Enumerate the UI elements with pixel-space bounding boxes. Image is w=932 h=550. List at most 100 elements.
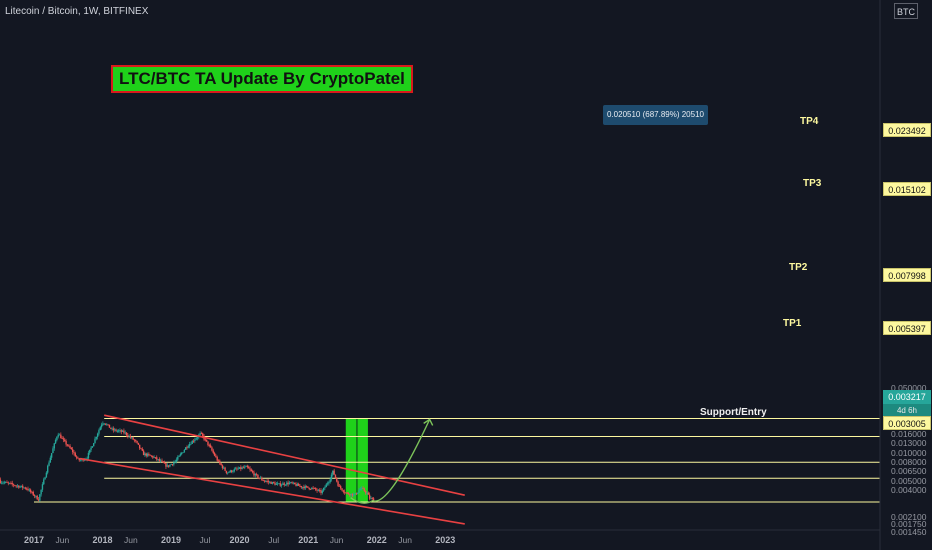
candle-body-28 [36, 496, 37, 500]
candle-body-13 [17, 486, 18, 487]
candle-body-45 [59, 435, 60, 436]
candle-body-85 [111, 428, 112, 429]
candle-body-255 [335, 475, 336, 478]
tp3-price-tag: 0.015102 [883, 182, 931, 196]
candle-body-242 [318, 490, 319, 491]
price-tick-label: 0.004000 [891, 485, 926, 495]
candle-body-181 [238, 469, 239, 470]
candle-body-35 [46, 473, 47, 478]
candle-body-43 [56, 437, 57, 440]
candle-body-247 [324, 487, 325, 488]
candle-body-122 [160, 461, 161, 462]
candle-body-245 [322, 491, 323, 493]
candle-body-174 [228, 472, 229, 473]
candle-body-235 [308, 488, 309, 489]
time-tick-label: Jun [55, 535, 69, 545]
candle-body-21 [27, 489, 28, 490]
candle-body-265 [348, 493, 349, 494]
candle-body-188 [247, 466, 248, 467]
price-tick-label: 0.006500 [891, 466, 926, 476]
candle-body-207 [272, 482, 273, 484]
candle-body-50 [65, 441, 66, 445]
candle-body-34 [44, 477, 45, 479]
tp1-label: TP1 [783, 318, 801, 329]
candle-body-190 [249, 468, 250, 469]
candle-body-23 [30, 490, 31, 492]
symbol-title: Litecoin / Bitcoin, 1W, BITFINEX [5, 6, 148, 17]
candle-body-203 [266, 481, 267, 482]
candle-body-38 [50, 458, 51, 463]
candle-body-249 [327, 483, 328, 484]
candle-body-228 [299, 486, 300, 487]
candle-body-57 [75, 453, 76, 456]
candle-body-277 [364, 489, 365, 491]
candle-body-120 [157, 459, 158, 460]
candle-body-211 [277, 484, 278, 485]
candle-body-283 [372, 498, 373, 499]
candle-body-71 [93, 443, 94, 446]
candle-body-81 [106, 424, 107, 425]
candle-body-246 [323, 488, 324, 491]
candle-body-94 [123, 431, 124, 433]
candle-body-227 [298, 484, 299, 486]
price-tick-label: 0.001450 [891, 527, 926, 537]
candle-body-101 [132, 437, 133, 439]
candle-body-195 [256, 474, 257, 475]
time-tick-label: Jun [398, 535, 412, 545]
candle-body-201 [264, 481, 265, 482]
candle-body-256 [336, 478, 337, 482]
candle-body-237 [311, 488, 312, 489]
candle-body-78 [102, 424, 103, 425]
currency-toggle[interactable]: BTC [894, 3, 918, 19]
candle-body-274 [360, 489, 361, 490]
candle-body-115 [151, 456, 152, 457]
candle-body-167 [219, 461, 220, 464]
candle-body-102 [134, 440, 135, 441]
candle-body-161 [211, 447, 212, 450]
candle-body-126 [165, 463, 166, 466]
time-tick-label: 2020 [230, 535, 250, 545]
candle-body-243 [319, 490, 320, 491]
candle-body-92 [121, 430, 122, 432]
candle-body-82 [107, 424, 108, 425]
candle-body-176 [231, 470, 232, 472]
candle-body-198 [260, 478, 261, 479]
candle-body-259 [340, 486, 341, 488]
candle-body-44 [58, 435, 59, 437]
tp4-label: TP4 [800, 116, 818, 127]
candle-body-200 [262, 480, 263, 481]
candle-body-37 [48, 463, 49, 466]
candle-body-134 [176, 460, 177, 462]
candle-body-170 [223, 468, 224, 469]
candle-body-14 [18, 486, 19, 488]
candle-body-250 [328, 482, 329, 483]
candle-body-163 [214, 453, 215, 456]
candle-body-279 [366, 493, 367, 494]
candle-body-129 [169, 465, 170, 467]
candle-body-121 [159, 459, 160, 461]
candle-body-130 [171, 464, 172, 465]
candle-body-144 [189, 444, 190, 446]
candle-body-271 [356, 493, 357, 494]
candle-body-193 [253, 472, 254, 475]
candle-body-88 [115, 429, 116, 431]
candle-body-156 [205, 439, 206, 440]
candle-body-0 [0, 480, 1, 483]
candle-body-261 [343, 490, 344, 491]
candle-body-123 [161, 461, 162, 462]
candle-body-27 [35, 496, 36, 497]
candle-body-239 [314, 488, 315, 489]
candle-body-224 [294, 483, 295, 484]
candle-body-3 [4, 482, 5, 483]
support-entry-label: Support/Entry [700, 407, 767, 418]
time-tick-label: Jul [268, 535, 279, 545]
candle-body-162 [213, 451, 214, 453]
candle-body-232 [305, 486, 306, 488]
candle-body-70 [92, 446, 93, 447]
candle-body-180 [236, 469, 237, 470]
candle-body-118 [155, 457, 156, 458]
candle-body-214 [281, 485, 282, 486]
candle-body-105 [138, 443, 139, 445]
tp2-price-tag: 0.007998 [883, 268, 931, 282]
candle-body-72 [94, 439, 95, 443]
